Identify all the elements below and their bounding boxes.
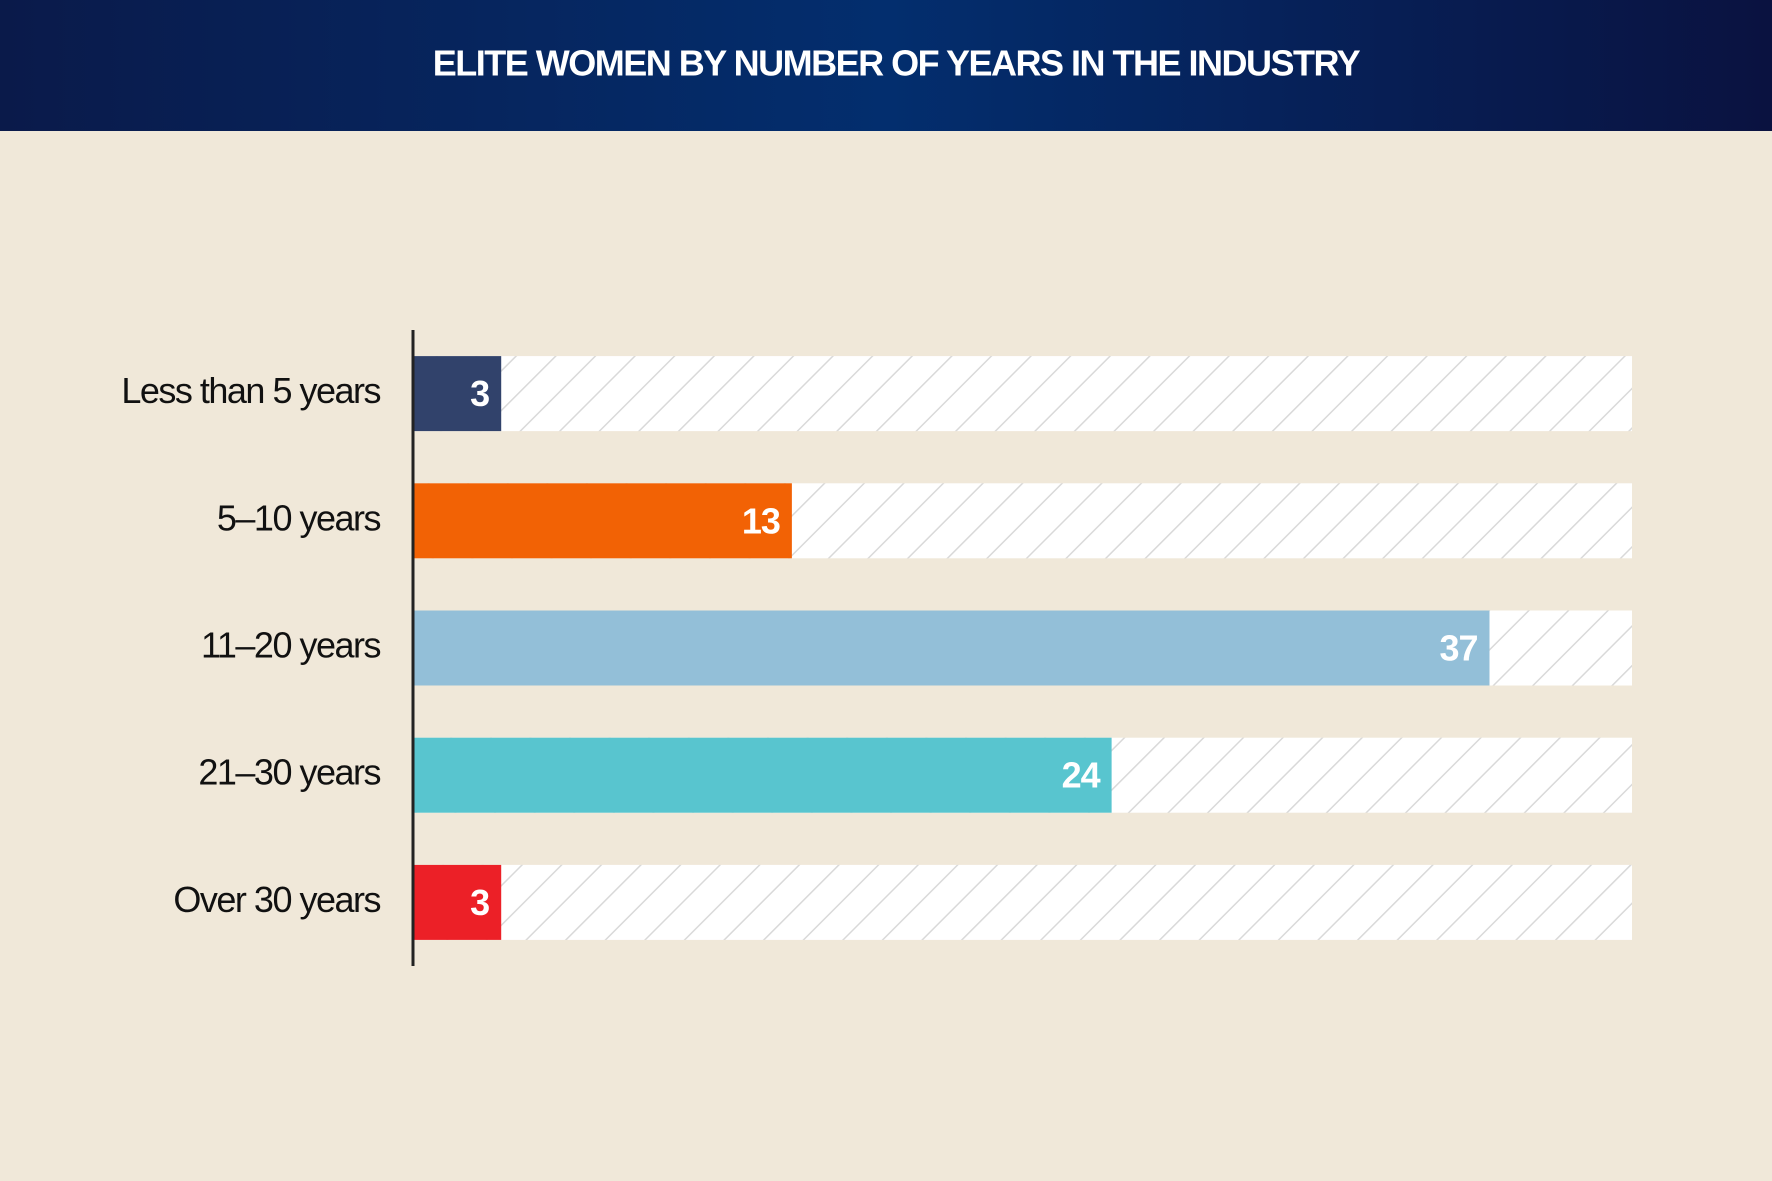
- chart-title: ELITE WOMEN BY NUMBER OF YEARS IN THE IN…: [433, 43, 1361, 84]
- track: [414, 356, 1632, 432]
- category-label: Less than 5 years: [121, 370, 380, 411]
- header: [0, 0, 1772, 131]
- value-label: 24: [1062, 755, 1101, 796]
- bar: [414, 610, 1490, 686]
- bar: [414, 483, 792, 559]
- value-label: 13: [742, 500, 780, 541]
- bar: [414, 356, 502, 432]
- category-label: 11–20 years: [201, 625, 380, 666]
- track: [414, 864, 1632, 940]
- value-label: 3: [470, 882, 489, 923]
- category-label: 21–30 years: [198, 752, 380, 793]
- plot-area: 3 Less than 5 years 13 5–10 years 37 11–20 ye…: [121, 356, 1632, 940]
- category-label: Over 30 years: [173, 879, 380, 920]
- bar: [414, 864, 502, 940]
- value-label: 37: [1439, 628, 1477, 669]
- value-label: 3: [470, 373, 489, 414]
- category-label: 5–10 years: [217, 497, 381, 538]
- bar: [414, 737, 1112, 813]
